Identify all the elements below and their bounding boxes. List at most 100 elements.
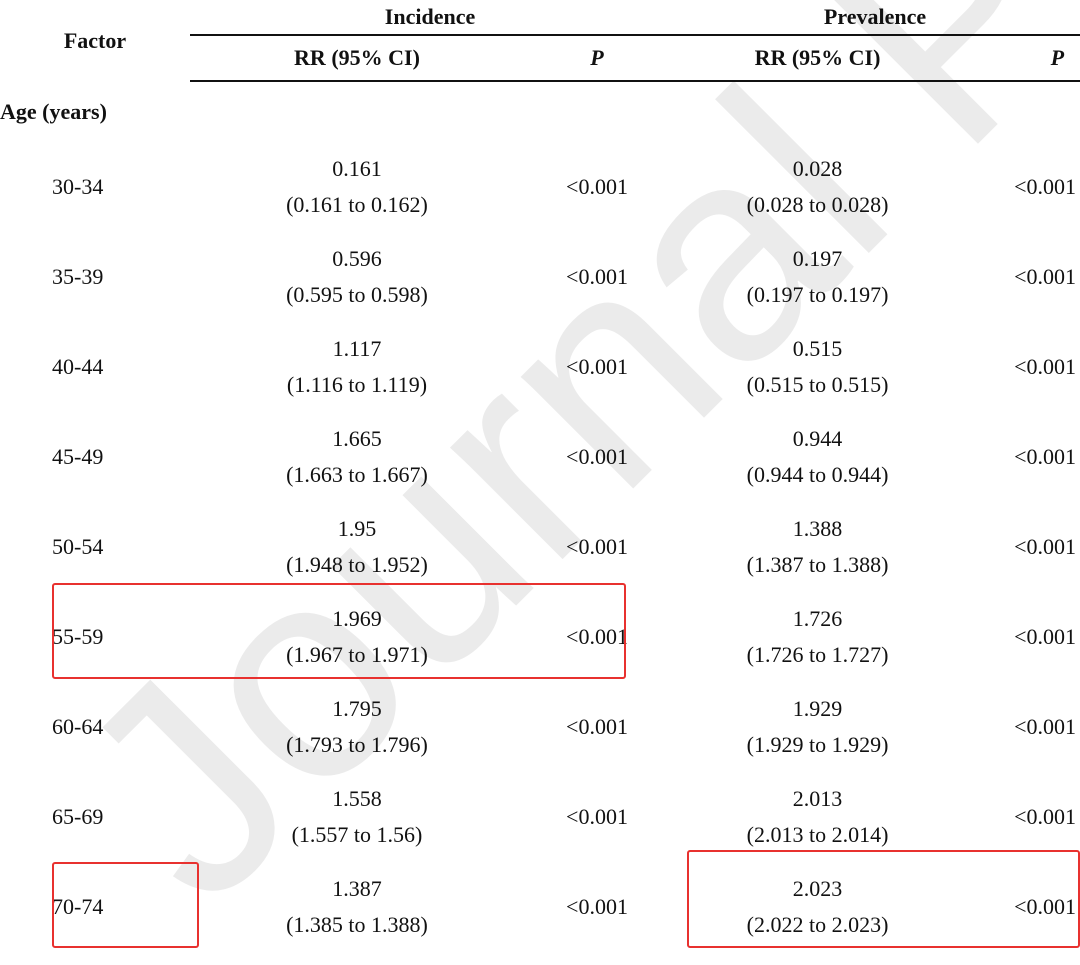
prevalence-p: <0.001 [1014, 444, 1077, 469]
age-group: 30-34 [52, 174, 104, 199]
prevalence-p: <0.001 [1014, 264, 1077, 289]
incidence-rr-header: RR (95% CI) [190, 35, 524, 82]
incidence-p: <0.001 [566, 534, 628, 559]
prevalence-cell: 0.515 (0.515 to 0.515) [670, 322, 965, 412]
prevalence-rr: 0.028 [792, 156, 843, 181]
prevalence-p: <0.001 [1014, 174, 1077, 199]
age-group: 40-44 [52, 354, 104, 379]
incidence-p: <0.001 [566, 804, 628, 829]
prevalence-ci: (0.515 to 0.515) [746, 372, 889, 397]
age-group: 70-74 [52, 894, 104, 919]
age-group: 45-49 [52, 444, 104, 469]
table-row: 55-59 1.969 (1.967 to 1.971) <0.001 1.726… [0, 592, 1080, 682]
group-header-row: Factor Incidence Prevalence [0, 0, 1080, 53]
incidence-cell: 1.117 (1.116 to 1.119) [190, 322, 524, 412]
prevalence-rr: 2.023 [792, 876, 843, 901]
age-group: 50-54 [52, 534, 104, 559]
incidence-ci: (1.663 to 1.667) [286, 462, 428, 487]
incidence-cell: 1.969 (1.967 to 1.971) [190, 592, 524, 682]
prevalence-rr: 0.944 [792, 426, 843, 451]
age-group: 60-64 [52, 714, 104, 739]
prevalence-ci: (0.944 to 0.944) [746, 462, 889, 487]
prevalence-header: Prevalence [670, 0, 1080, 36]
incidence-p: <0.001 [566, 264, 628, 289]
age-group: 35-39 [52, 264, 104, 289]
prevalence-p: <0.001 [1014, 804, 1077, 829]
incidence-rr: 1.795 [332, 696, 382, 721]
table-row: 30-34 0.161 (0.161 to 0.162) <0.001 0.028… [0, 142, 1080, 232]
sub-header-row: RR (95% CI) P RR (95% CI) P [0, 35, 1080, 82]
prevalence-ci: (2.022 to 2.023) [746, 912, 889, 937]
incidence-rr: 0.161 [332, 156, 382, 181]
incidence-cell: 1.558 (1.557 to 1.56) [190, 772, 524, 862]
incidence-p-header: P [524, 35, 671, 82]
prevalence-p: <0.001 [1014, 624, 1077, 649]
prevalence-ci: (0.028 to 0.028) [746, 192, 889, 217]
incidence-cell: 1.665 (1.663 to 1.667) [190, 412, 524, 502]
incidence-ci: (1.116 to 1.119) [286, 372, 428, 397]
prevalence-rr: 1.388 [792, 516, 843, 541]
incidence-p: <0.001 [566, 174, 628, 199]
prevalence-cell: 1.929 (1.929 to 1.929) [670, 682, 965, 772]
prevalence-cell: 0.197 (0.197 to 0.197) [670, 232, 965, 322]
incidence-cell: 1.387 (1.385 to 1.388) [190, 862, 524, 952]
incidence-ci: (0.161 to 0.162) [286, 192, 428, 217]
table-row: 35-39 0.596 (0.595 to 0.598) <0.001 0.197… [0, 232, 1080, 322]
prevalence-rr: 0.515 [792, 336, 843, 361]
table-row: 70-74 1.387 (1.385 to 1.388) <0.001 2.023… [0, 862, 1080, 952]
incidence-p: <0.001 [566, 894, 628, 919]
factor-header: Factor [63, 27, 127, 53]
incidence-rr: 1.387 [332, 876, 382, 901]
prevalence-p-header: P [965, 35, 1080, 82]
incidence-ci: (1.385 to 1.388) [286, 912, 428, 937]
incidence-p: <0.001 [566, 444, 628, 469]
prevalence-cell: 1.726 (1.726 to 1.727) [670, 592, 965, 682]
incidence-rr: 0.596 [332, 246, 382, 271]
prevalence-rr: 2.013 [792, 786, 843, 811]
incidence-cell: 1.95 (1.948 to 1.952) [190, 502, 524, 592]
prevalence-rr-header: RR (95% CI) [670, 35, 966, 82]
table-row: 45-49 1.665 (1.663 to 1.667) <0.001 0.944… [0, 412, 1080, 502]
section-row: Age (years) [0, 81, 1080, 142]
prevalence-p: <0.001 [1014, 714, 1077, 739]
table-row: 60-64 1.795 (1.793 to 1.796) <0.001 1.929… [0, 682, 1080, 772]
prevalence-p: <0.001 [1014, 354, 1077, 379]
incidence-rr: 1.665 [332, 426, 382, 451]
prevalence-ci: (2.013 to 2.014) [746, 822, 889, 847]
table-row: 50-54 1.95 (1.948 to 1.952) <0.001 1.388 (… [0, 502, 1080, 592]
age-group: 55-59 [52, 624, 104, 649]
incidence-rr: 1.969 [332, 606, 382, 631]
incidence-rr: 1.558 [332, 786, 382, 811]
prevalence-ci: (1.929 to 1.929) [746, 732, 889, 757]
incidence-cell: 0.596 (0.595 to 0.598) [190, 232, 524, 322]
prevalence-ci: (0.197 to 0.197) [746, 282, 889, 307]
table-row: 40-44 1.117 (1.116 to 1.119) <0.001 0.515… [0, 322, 1080, 412]
prevalence-cell: 0.028 (0.028 to 0.028) [670, 142, 965, 232]
prevalence-cell: 0.944 (0.944 to 0.944) [670, 412, 965, 502]
incidence-rr: 1.117 [332, 336, 382, 361]
incidence-rr: 1.95 [337, 516, 377, 541]
prevalence-p: <0.001 [1014, 534, 1077, 559]
prevalence-cell: 2.023 (2.022 to 2.023) [670, 862, 965, 952]
incidence-ci: (1.793 to 1.796) [286, 732, 428, 757]
incidence-ci: (1.557 to 1.56) [291, 822, 423, 847]
prevalence-rr: 1.726 [792, 606, 843, 631]
prevalence-rr: 1.929 [792, 696, 843, 721]
table-row: 65-69 1.558 (1.557 to 1.56) <0.001 2.013 (… [0, 772, 1080, 862]
prevalence-cell: 1.388 (1.387 to 1.388) [670, 502, 965, 592]
prevalence-rr: 0.197 [792, 246, 843, 271]
prevalence-cell: 2.013 (2.013 to 2.014) [670, 772, 965, 862]
prevalence-ci: (1.387 to 1.388) [746, 552, 889, 577]
incidence-p: <0.001 [566, 354, 628, 379]
age-group: 65-69 [52, 804, 104, 829]
incidence-header: Incidence [190, 0, 671, 36]
prevalence-ci: (1.726 to 1.727) [746, 642, 889, 667]
incidence-cell: 0.161 (0.161 to 0.162) [190, 142, 524, 232]
incidence-ci: (0.595 to 0.598) [286, 282, 428, 307]
incidence-ci: (1.967 to 1.971) [286, 642, 428, 667]
section-label: Age (years) [0, 99, 107, 124]
incidence-cell: 1.795 (1.793 to 1.796) [190, 682, 524, 772]
incidence-p: <0.001 [566, 714, 628, 739]
incidence-ci: (1.948 to 1.952) [286, 552, 428, 577]
